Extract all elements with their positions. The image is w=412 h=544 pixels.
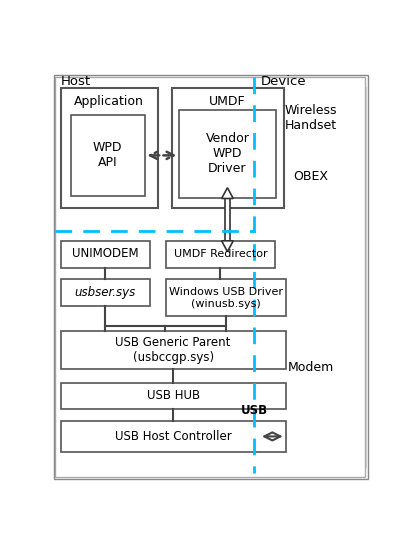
Bar	[259, 88, 364, 466]
Bar	[179, 110, 276, 199]
Bar	[61, 421, 286, 452]
Text: Host: Host	[61, 75, 91, 88]
Text: USB Host Controller: USB Host Controller	[115, 430, 232, 443]
Text: Modem: Modem	[288, 361, 334, 374]
Bar	[61, 241, 150, 268]
Text: usbser.sys: usbser.sys	[74, 286, 136, 299]
Polygon shape	[222, 188, 233, 199]
Text: UMDF: UMDF	[209, 95, 246, 108]
Bar	[267, 96, 356, 458]
Bar	[225, 199, 230, 241]
Text: USB: USB	[241, 404, 268, 417]
Bar	[61, 382, 286, 410]
Bar	[61, 279, 150, 306]
Text: OBEX: OBEX	[294, 170, 329, 183]
Bar	[61, 331, 286, 369]
Text: Vendor
WPD
Driver: Vendor WPD Driver	[206, 132, 249, 175]
Polygon shape	[222, 241, 233, 252]
Text: UMDF Redirector: UMDF Redirector	[173, 249, 267, 259]
Bar	[71, 115, 145, 196]
Text: Application: Application	[74, 95, 144, 108]
Bar	[275, 304, 348, 431]
Text: UNIMODEM: UNIMODEM	[72, 248, 138, 261]
Text: WPD
API: WPD API	[93, 141, 122, 169]
Text: USB HUB: USB HUB	[147, 389, 200, 402]
Text: Windows USB Driver
(winusb.sys): Windows USB Driver (winusb.sys)	[169, 287, 283, 308]
Bar	[166, 279, 286, 316]
Text: USB Generic Parent
(usbccgp.sys): USB Generic Parent (usbccgp.sys)	[115, 336, 231, 364]
Text: Device: Device	[261, 75, 307, 88]
Bar	[61, 88, 158, 208]
Text: Wireless
Handset: Wireless Handset	[285, 104, 337, 132]
Bar	[166, 241, 275, 268]
Bar	[172, 88, 284, 208]
Bar	[275, 146, 348, 265]
